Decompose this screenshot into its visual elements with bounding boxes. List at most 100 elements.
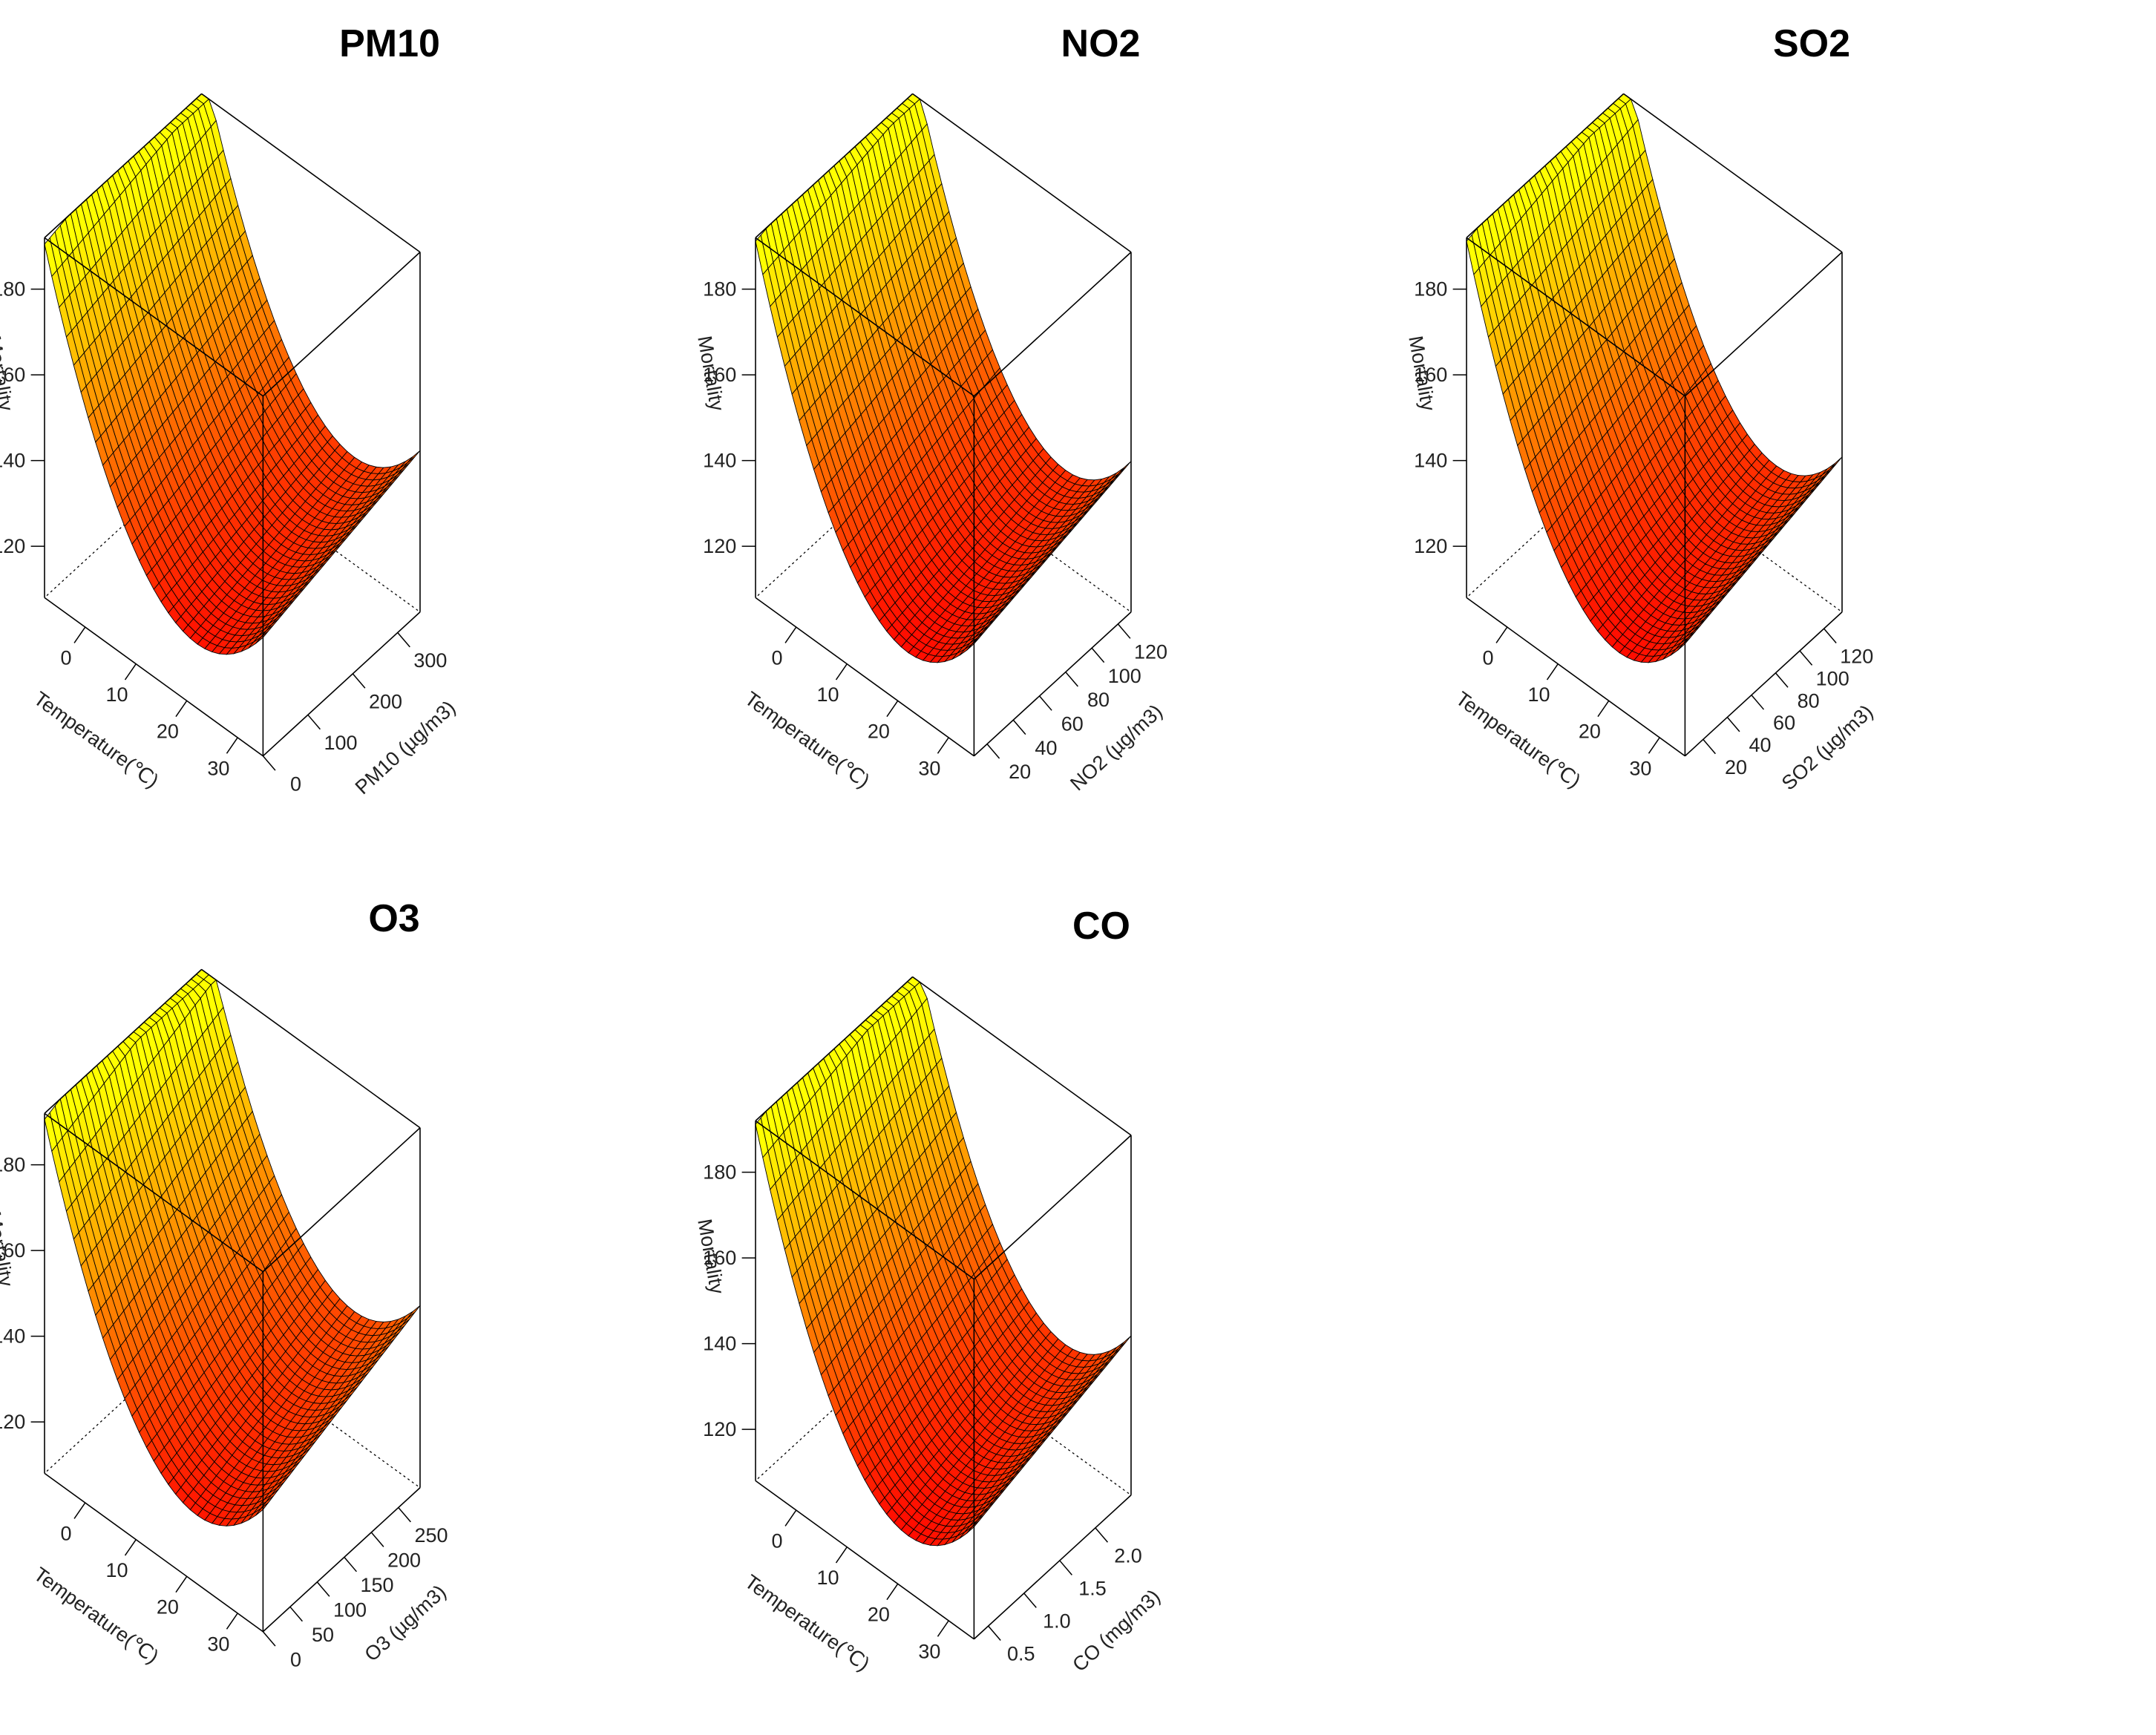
z-tick-label: 120 (1414, 535, 1447, 557)
z-tick-label: 180 (0, 278, 25, 301)
panel-title-co: CO (1072, 905, 1130, 948)
box-edge (1623, 93, 1843, 253)
y-tick-label: 0 (290, 1648, 301, 1670)
panel-title-o3: O3 (368, 897, 419, 940)
surface-facet (966, 637, 980, 651)
box-edge (755, 1120, 974, 1280)
z-tick-label: 140 (0, 450, 25, 472)
box-edge (755, 237, 974, 397)
y-tick-label: 250 (414, 1524, 448, 1547)
y-tick-label: 1.0 (1043, 1610, 1071, 1633)
z-tick-label: 160 (703, 1247, 736, 1269)
x-tick-mark (835, 663, 848, 680)
x-tick-mark (886, 700, 899, 718)
x-tick-mark (124, 663, 137, 680)
x-tick-label: 30 (1629, 757, 1651, 779)
x-tick-mark (1546, 663, 1559, 680)
y-tick-mark (370, 1532, 384, 1547)
x-tick-label: 0 (1482, 646, 1493, 669)
x-tick-mark (1648, 737, 1660, 754)
y-tick-label: 60 (1061, 712, 1084, 735)
y-tick-label: 40 (1749, 734, 1772, 756)
y-tick-mark (1012, 719, 1026, 735)
y-tick-mark (1751, 695, 1765, 710)
z-tick-label: 180 (703, 1161, 736, 1184)
box-edge (1466, 597, 1685, 757)
x-tick-mark (784, 626, 797, 643)
box-hidden-edge (1466, 453, 1625, 598)
y-tick-mark (1703, 738, 1716, 755)
surface-facet (255, 631, 269, 644)
y-tick-label: 20 (1009, 761, 1031, 783)
x-tick-label: 10 (816, 683, 839, 706)
y-tick-mark (1065, 672, 1078, 687)
panel-title-pm10: PM10 (339, 22, 440, 65)
box-hidden-edge (201, 453, 421, 613)
z-tick-label: 140 (1414, 450, 1447, 472)
y-tick-label: 200 (387, 1549, 421, 1572)
box-edge (201, 968, 421, 1129)
y-tick-mark (1059, 1560, 1072, 1575)
y-tick-mark (1023, 1593, 1037, 1608)
y-tick-label: 60 (1773, 712, 1795, 734)
x-tick-mark (937, 737, 949, 754)
x-tick-label: 20 (868, 1604, 890, 1626)
x-axis-label: Temperature(℃) (741, 1570, 874, 1676)
y-tick-mark (262, 1631, 276, 1647)
y-tick-label: 2.0 (1114, 1544, 1142, 1567)
box-edge (1466, 237, 1685, 397)
x-tick-mark (175, 1575, 188, 1593)
y-tick-label: 150 (360, 1574, 393, 1596)
y-tick-mark (1117, 623, 1131, 639)
y-tick-label: 1.5 (1078, 1577, 1107, 1599)
y-tick-mark (1095, 1527, 1109, 1543)
y-tick-mark (1091, 647, 1105, 663)
x-tick-mark (73, 626, 86, 643)
box-edge (1684, 611, 1843, 757)
z-tick-label: 180 (703, 278, 736, 301)
x-tick-mark (175, 700, 188, 718)
x-axis-label: Temperature(℃) (30, 687, 163, 793)
y-tick-label: 100 (324, 732, 357, 754)
box-edge (262, 1487, 421, 1633)
y-tick-mark (1038, 695, 1052, 711)
y-tick-label: 200 (369, 690, 402, 712)
y-tick-label: 80 (1798, 689, 1820, 712)
box-hidden-edge (755, 1336, 914, 1481)
y-tick-mark (352, 673, 366, 689)
y-tick-label: 0 (290, 773, 301, 795)
box-edge (973, 1495, 1132, 1640)
x-tick-label: 10 (105, 1559, 128, 1581)
y-tick-mark (1799, 650, 1813, 666)
box-hidden-edge (912, 1336, 1132, 1496)
y-tick-label: 120 (1840, 646, 1873, 668)
x-tick-mark (784, 1509, 797, 1526)
x-tick-mark (1597, 700, 1610, 718)
box-edge (973, 1135, 1132, 1280)
y-tick-mark (316, 1581, 330, 1597)
y-tick-label: 80 (1087, 689, 1110, 711)
panel-pm10: PM10 01020300100200300120140160180Temper… (0, 22, 460, 798)
surface-facet (1677, 637, 1691, 651)
x-tick-mark (835, 1547, 848, 1564)
z-tick-label: 120 (0, 535, 25, 557)
y-axis-label: PM10 (µg/m3) (351, 696, 460, 798)
z-tick-label: 140 (703, 450, 736, 472)
y-tick-label: 20 (1725, 756, 1747, 778)
x-tick-mark (226, 1613, 238, 1630)
box-edge (755, 93, 914, 238)
y-tick-mark (1775, 672, 1789, 688)
panel-title-so2: SO2 (1773, 22, 1850, 65)
z-tick-label: 140 (703, 1333, 736, 1355)
z-tick-label: 180 (1414, 278, 1447, 301)
surface-facet (966, 1520, 980, 1534)
x-axis-label: Temperature(℃) (30, 1563, 163, 1668)
plot-area-o3: 0102030050100150200250120140160180Temper… (0, 968, 450, 1670)
y-tick-label: 0.5 (1007, 1643, 1035, 1665)
box-edge (44, 1112, 263, 1273)
y-tick-mark (988, 1625, 1001, 1641)
y-tick-mark (397, 632, 410, 648)
